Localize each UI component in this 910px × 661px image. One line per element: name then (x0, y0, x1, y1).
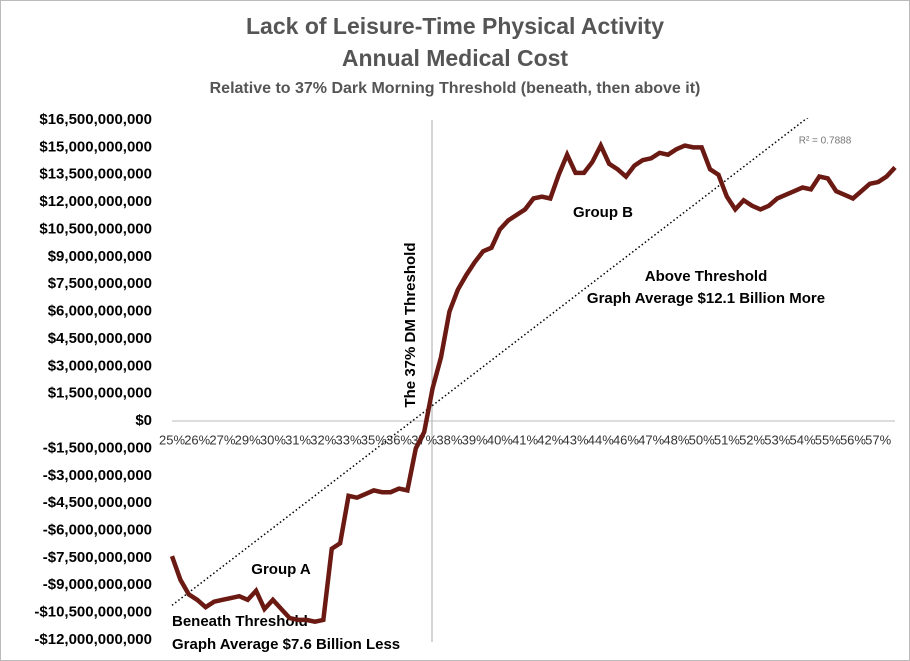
chart-title: Lack of Leisure-Time Physical Activity (246, 13, 664, 39)
x-tick-label: 26% (184, 432, 210, 447)
x-tick-label: 33% (336, 432, 362, 447)
y-tick-label: -$12,000,000,000 (34, 631, 152, 648)
x-tick-label: 30% (260, 432, 286, 447)
y-tick-label: $15,000,000,000 (39, 138, 152, 155)
plot-area (169, 118, 897, 625)
x-tick-label: 48% (663, 432, 689, 447)
x-tick-label: 56% (840, 432, 866, 447)
y-tick-label: $10,500,000,000 (39, 220, 152, 237)
chart-subtitle: Relative to 37% Dark Morning Threshold (… (210, 80, 701, 97)
x-tick-label: 39% (462, 432, 488, 447)
r-squared: R² = 0.7888 (799, 136, 852, 147)
x-tick-label: 44% (588, 432, 614, 447)
x-tick-label: 35% (361, 432, 387, 447)
series-line (169, 140, 897, 625)
x-tick-label: 27% (209, 432, 235, 447)
x-tick-label: 52% (739, 432, 765, 447)
y-tick-label: $7,500,000,000 (48, 275, 152, 292)
annotation: Group A (251, 561, 311, 578)
threshold-label: The 37% DM Threshold (402, 242, 419, 407)
x-tick-label: 54% (790, 432, 816, 447)
x-tick-label: 43% (563, 432, 589, 447)
y-tick-label: -$6,000,000,000 (43, 521, 152, 538)
x-tick-label: 55% (815, 432, 841, 447)
y-tick-label: -$10,500,000,000 (34, 604, 152, 621)
x-tick-label: 36% (386, 432, 412, 447)
x-tick-label: 38% (436, 432, 462, 447)
x-tick-label: 42% (537, 432, 563, 447)
y-tick-label: $6,000,000,000 (48, 303, 152, 320)
x-tick-label: 40% (487, 432, 513, 447)
annotation: Group B (573, 204, 633, 221)
y-tick-label: -$1,500,000,000 (43, 439, 152, 456)
annotation: Above Threshold (645, 268, 768, 285)
annotation: Graph Average $12.1 Billion More (587, 290, 825, 307)
y-tick-label: -$9,000,000,000 (43, 576, 152, 593)
annotation: Beneath Threshold (172, 613, 308, 630)
y-tick-label: $9,000,000,000 (48, 248, 152, 265)
y-tick-label: $13,500,000,000 (39, 166, 152, 183)
y-tick-label: -$7,500,000,000 (43, 549, 152, 566)
x-tick-label: 29% (235, 432, 261, 447)
x-tick-label: 41% (512, 432, 538, 447)
y-tick-label: -$4,500,000,000 (43, 494, 152, 511)
y-tick-label: $0 (135, 412, 152, 429)
x-tick-label: 57% (865, 432, 891, 447)
x-tick-label: 51% (714, 432, 740, 447)
y-tick-label: $4,500,000,000 (48, 330, 152, 347)
y-tick-label: $12,000,000,000 (39, 193, 152, 210)
x-tick-label: 47% (638, 432, 664, 447)
x-tick-label: 31% (285, 432, 311, 447)
chart-title: Annual Medical Cost (342, 45, 569, 71)
x-tick-label: 53% (764, 432, 790, 447)
y-tick-label: -$3,000,000,000 (43, 467, 152, 484)
y-tick-label: $16,500,000,000 (39, 111, 152, 128)
x-tick-label: 50% (689, 432, 715, 447)
x-tick-label: 46% (613, 432, 639, 447)
x-tick-label: 25% (159, 432, 185, 447)
y-tick-label: $1,500,000,000 (48, 385, 152, 402)
y-tick-label: $3,000,000,000 (48, 357, 152, 374)
annotation: Graph Average $7.6 Billion Less (172, 636, 400, 653)
x-tick-label: 32% (310, 432, 336, 447)
